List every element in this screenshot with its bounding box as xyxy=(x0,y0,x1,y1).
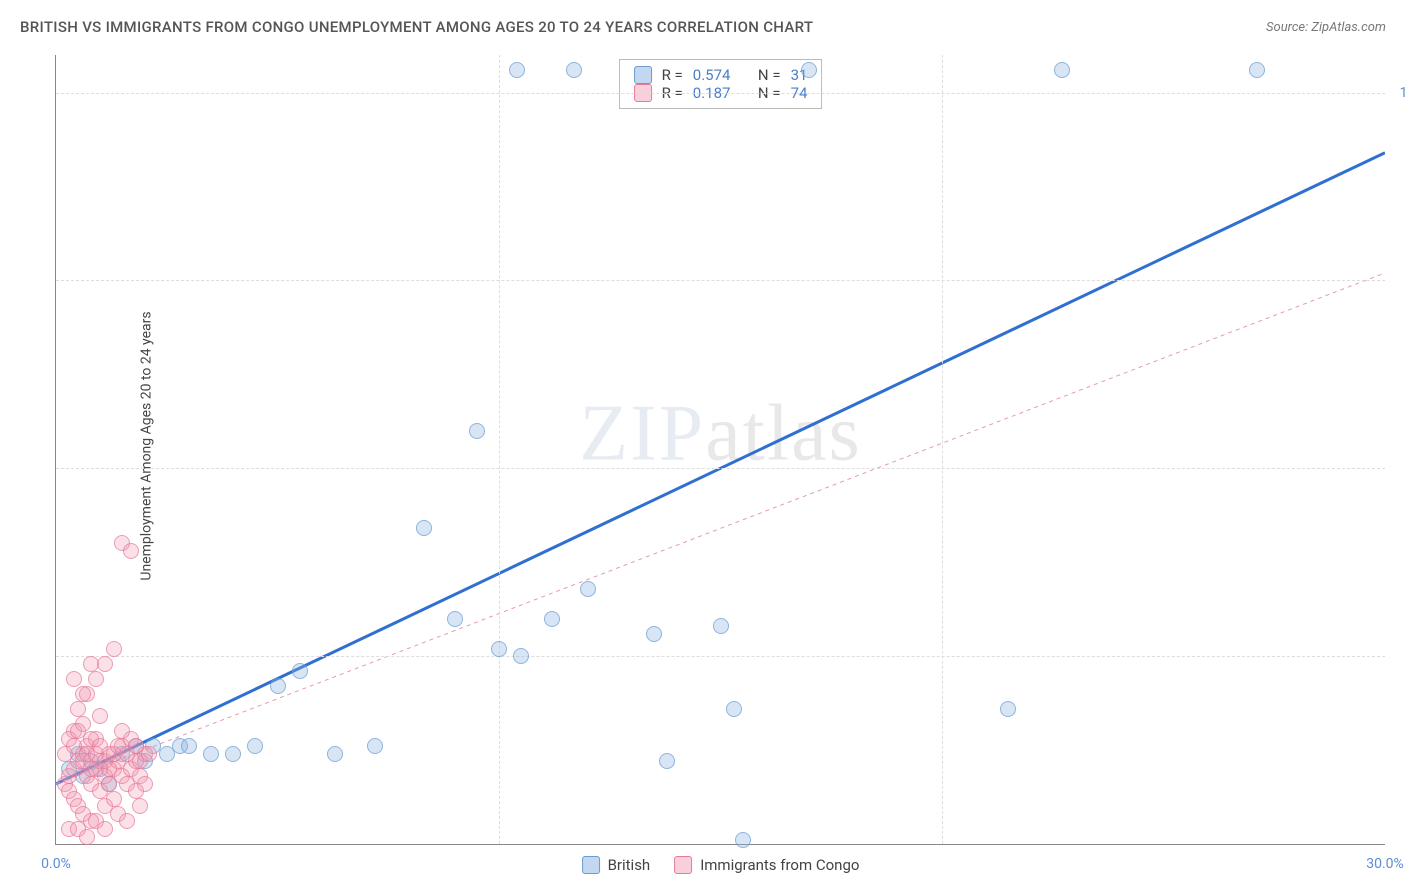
gridline-v xyxy=(499,55,500,844)
data-point xyxy=(137,776,153,792)
data-point xyxy=(123,543,139,559)
swatch-congo-icon xyxy=(674,856,692,874)
data-point xyxy=(270,678,286,694)
xtick-label: 30.0% xyxy=(1366,856,1404,872)
ytick-label: 75.0% xyxy=(1390,272,1406,288)
data-point xyxy=(447,611,463,627)
data-point xyxy=(203,746,219,762)
data-point xyxy=(726,701,742,717)
ytick-label: 50.0% xyxy=(1390,460,1406,476)
data-point xyxy=(70,701,86,717)
data-point xyxy=(119,813,135,829)
data-point xyxy=(469,423,485,439)
stat-r-label: R = xyxy=(662,66,683,84)
data-point xyxy=(513,648,529,664)
stat-n-label: N = xyxy=(758,66,781,84)
ytick-label: 100.0% xyxy=(1390,85,1406,101)
stat-r-value: 0.574 xyxy=(693,66,731,84)
plot-area: ZIPatlas R = 0.574 N = 31 R = 0.187 N = … xyxy=(55,55,1385,845)
xtick-label: 0.0% xyxy=(41,856,71,872)
data-point xyxy=(75,686,91,702)
data-point xyxy=(92,708,108,724)
data-point xyxy=(141,746,157,762)
data-point xyxy=(79,829,95,845)
data-point xyxy=(566,62,582,78)
data-point xyxy=(66,671,82,687)
data-point xyxy=(1000,701,1016,717)
legend-label: Immigrants from Congo xyxy=(700,856,859,874)
data-point xyxy=(416,520,432,536)
data-point xyxy=(114,723,130,739)
watermark-part-b: atlas xyxy=(705,389,862,477)
watermark: ZIPatlas xyxy=(579,388,862,479)
data-point xyxy=(106,641,122,657)
data-point xyxy=(88,671,104,687)
data-point xyxy=(735,832,751,848)
legend-label: British xyxy=(608,856,651,874)
data-point xyxy=(181,738,197,754)
data-point xyxy=(367,738,383,754)
swatch-british-icon xyxy=(582,856,600,874)
data-point xyxy=(491,641,507,657)
watermark-part-a: ZIP xyxy=(579,389,705,477)
data-point xyxy=(327,746,343,762)
gridline-h xyxy=(56,468,1385,469)
regression-lines xyxy=(56,55,1385,844)
data-point xyxy=(292,663,308,679)
data-point xyxy=(225,746,241,762)
ytick-label: 25.0% xyxy=(1390,648,1406,664)
source-label: Source: ZipAtlas.com xyxy=(1266,20,1386,35)
gridline-h xyxy=(56,93,1385,94)
legend-item-british: British xyxy=(582,856,651,874)
data-point xyxy=(132,798,148,814)
data-point xyxy=(106,791,122,807)
data-point xyxy=(646,626,662,642)
legend-series: British Immigrants from Congo xyxy=(582,856,860,874)
data-point xyxy=(97,821,113,837)
title-bar: BRITISH VS IMMIGRANTS FROM CONGO UNEMPLO… xyxy=(20,18,1386,36)
data-point xyxy=(801,62,817,78)
gridline-v xyxy=(942,55,943,844)
regression-line xyxy=(56,273,1385,784)
data-point xyxy=(659,753,675,769)
swatch-british-icon xyxy=(634,66,652,84)
data-point xyxy=(101,761,117,777)
data-point xyxy=(1054,62,1070,78)
data-point xyxy=(580,581,596,597)
gridline-h xyxy=(56,656,1385,657)
data-point xyxy=(509,62,525,78)
data-point xyxy=(70,723,86,739)
legend-item-congo: Immigrants from Congo xyxy=(674,856,859,874)
legend-stats: R = 0.574 N = 31 R = 0.187 N = 74 xyxy=(619,59,823,109)
data-point xyxy=(247,738,263,754)
chart-title: BRITISH VS IMMIGRANTS FROM CONGO UNEMPLO… xyxy=(20,18,813,36)
data-point xyxy=(83,656,99,672)
gridline-h xyxy=(56,280,1385,281)
legend-stats-row: R = 0.574 N = 31 xyxy=(634,66,808,84)
data-point xyxy=(713,618,729,634)
data-point xyxy=(544,611,560,627)
data-point xyxy=(1249,62,1265,78)
